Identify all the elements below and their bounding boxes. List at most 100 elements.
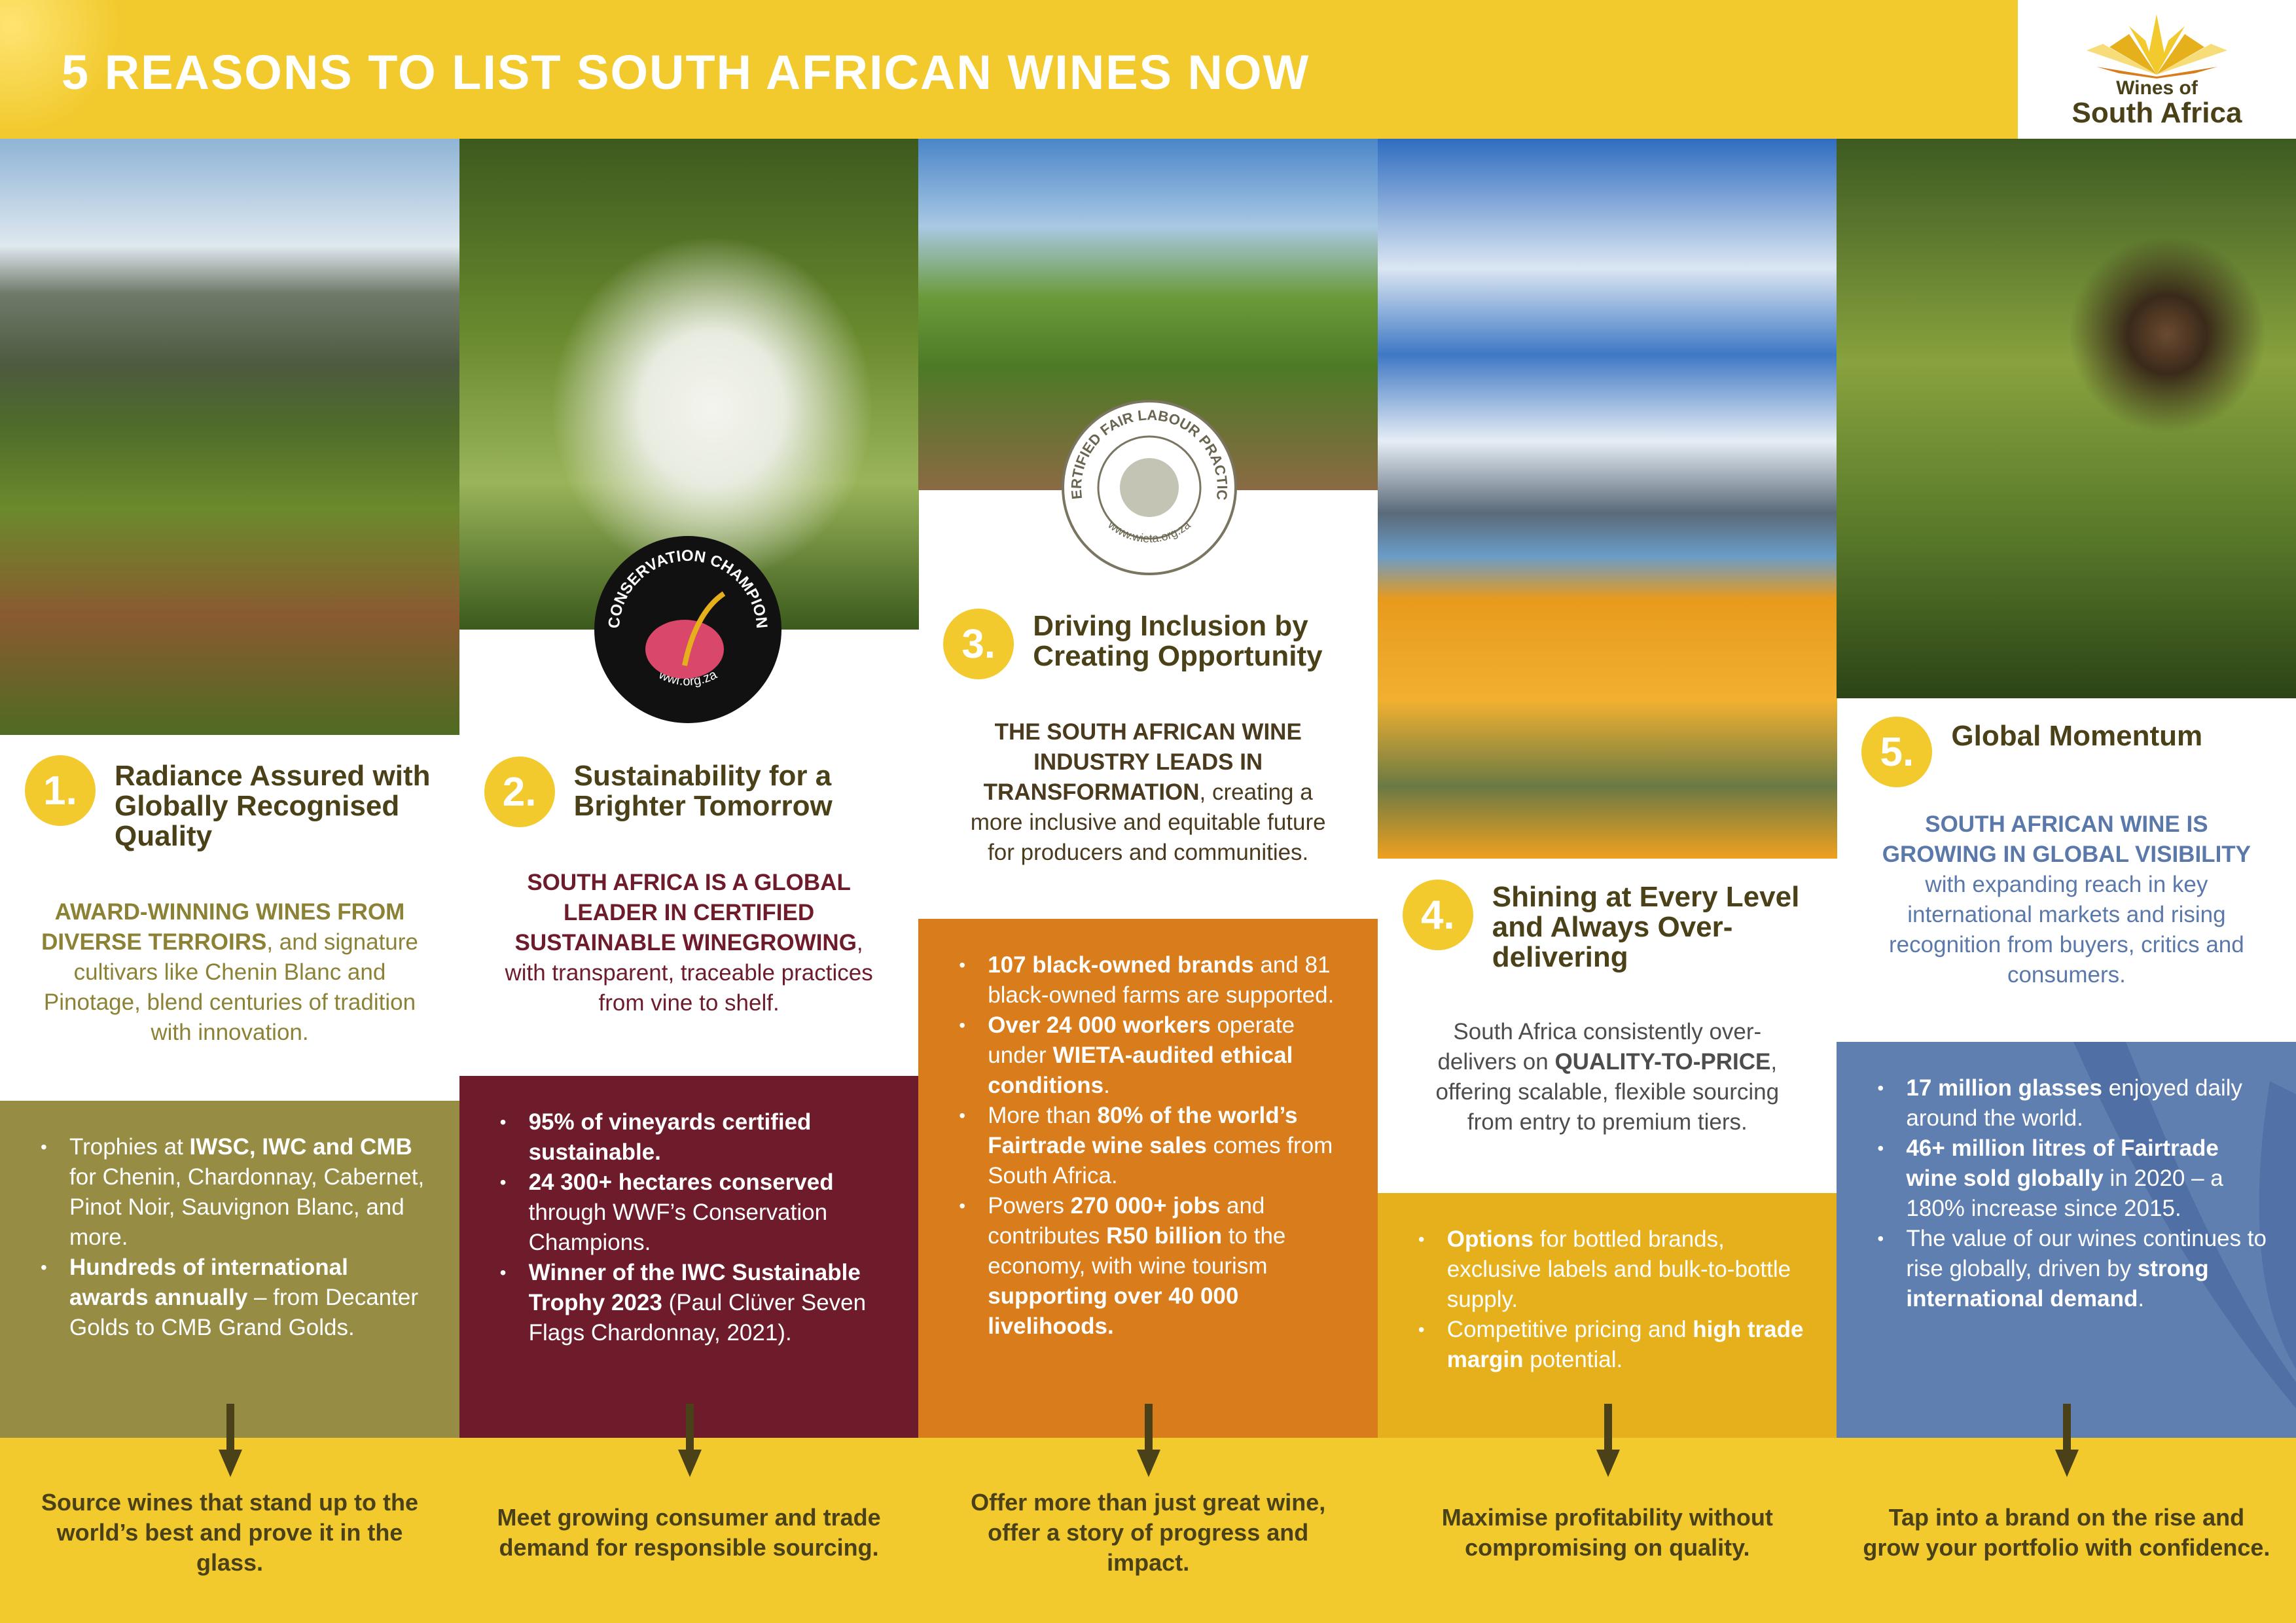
fact-segment: Competitive pricing and [1446,1317,1693,1342]
facts-list: 17 million glasses enjoyed daily around … [1877,1073,2270,1314]
logo-line-2: South Africa [2072,97,2242,129]
fact-item: 95% of vineyards certified sustainable. [500,1107,893,1168]
lead-segment: with expanding reach in key internationa… [1889,872,2244,988]
fact-segment: for Chenin, Chardonnay, Cabernet, Pinot … [69,1164,425,1250]
fact-segment: through WWF’s Conservation Champions. [528,1200,828,1255]
reason-lead-text: South Africa consistently over-delivers … [1417,1017,1798,1137]
arrow-down-icon [677,1404,702,1477]
reason-cta-text: Tap into a brand on the rise and grow yo… [1863,1504,2270,1561]
fact-segment: . [1103,1073,1110,1098]
fact-item: Competitive pricing and high trade margi… [1418,1315,1811,1375]
lead-segment: THE SOUTH AFRICAN WINE INDUSTRY LEADS IN… [983,719,1302,805]
facts-list: Options for bottled brands, exclusive la… [1418,1224,1811,1375]
reason-number-badge: 2. [484,757,555,827]
fact-segment: 46+ million litres of Fairtrade wine sol… [1906,1135,2219,1191]
fact-segment: – from Decanter Golds to CMB Grand Golds… [69,1285,418,1340]
fact-segment: Options [1446,1226,1534,1252]
fact-item: Trophies at IWSC, IWC and CMB for Chenin… [41,1132,433,1253]
fact-segment: Powers [988,1193,1071,1219]
conservation-champion-badge: CONSERVATION CHAMPION wwf.org.za [593,535,783,724]
fact-item: Hundreds of international awards annuall… [41,1253,433,1343]
fact-item: 46+ million litres of Fairtrade wine sol… [1877,1133,2270,1224]
reason-photo [1377,139,1837,859]
reason-heading: Shining at Every Level and Always Over-d… [1492,881,1800,973]
fact-segment: . [2138,1286,2145,1311]
logo-line-1: Wines of [2116,77,2198,99]
arrow-down-icon [219,1404,242,1477]
lead-segment: , with transparent, traceable practices … [505,930,873,1016]
facts-list: 107 black-owned brands and 81 black-owne… [959,950,1352,1342]
reason-cta-band: Meet growing consumer and trade demand f… [459,1438,919,1623]
fact-item: 24 300+ hectares conserved through WWF’s… [500,1168,893,1258]
lead-segment: QUALITY-TO-PRICE [1554,1049,1771,1075]
reason-lead-text: SOUTH AFRICAN WINE IS GROWING IN GLOBAL … [1876,810,2257,990]
fact-segment: 270 000+ jobs [1070,1193,1221,1219]
fact-segment: 95% of vineyards certified sustainable. [528,1109,812,1165]
fact-segment: 24 300+ hectares conserved [528,1169,834,1195]
fact-segment: operate under [988,1012,1295,1068]
reason-lead-text: AWARD-WINNING WINES FROM DIVERSE TERROIR… [39,897,420,1048]
fact-item: More than 80% of the world’s Fairtrade w… [959,1101,1352,1191]
fact-segment: Trophies at [69,1134,190,1160]
wieta-fair-labour-badge: CERTIFIED FAIR LABOUR PRACTICEwww.wieta.… [1056,386,1238,576]
fact-segment: potential. [1523,1347,1623,1372]
fact-segment: enjoyed daily around the world. [1906,1075,2243,1131]
fact-segment: comes from South Africa. [988,1133,1333,1188]
lead-segment: South Africa consistently over-delivers … [1437,1019,1762,1075]
fact-segment: supporting over 40 000 livelihoods. [988,1283,1239,1339]
fact-segment: (Paul Clüver Seven Flags Chardonnay, 202… [528,1290,867,1346]
reason-lead-text: SOUTH AFRICA IS A GLOBAL LEADER IN CERTI… [499,868,880,1018]
lead-segment: , and signature cultivars like Chenin Bl… [43,929,418,1045]
fact-segment: Over 24 000 workers [988,1012,1211,1038]
lead-segment: SOUTH AFRICAN WINE IS GROWING IN GLOBAL … [1882,812,2251,867]
reason-photo [1837,139,2296,698]
sun-burst-decoration [0,0,131,139]
reason-cta-band: Tap into a brand on the rise and grow yo… [1837,1438,2296,1623]
reason-cta-text: Meet growing consumer and trade demand f… [497,1504,881,1561]
reason-number-badge: 5. [1861,717,1933,787]
fact-segment: The value of our wines continues to rise… [1906,1226,2267,1281]
page-title: 5 REASONS TO LIST SOUTH AFRICAN WINES NO… [62,45,1310,99]
reason-column-1: 1. Radiance Assured with Globally Recogni… [0,139,459,1623]
fact-segment: Hundreds of international awards annuall… [69,1255,348,1310]
fact-segment: for bottled brands, exclusive labels and… [1446,1226,1791,1312]
reason-lead-text: THE SOUTH AFRICAN WINE INDUSTRY LEADS IN… [958,717,1338,868]
reason-number-badge: 1. [25,755,96,826]
fact-segment: More than [988,1103,1098,1128]
reason-heading: Driving Inclusion by Creating Opportunit… [1033,610,1323,672]
fact-segment: Winner of the IWC Sustainable Trophy 202… [528,1260,861,1315]
reason-column-2: 2. Sustainability for a Brighter Tomorrow… [459,139,919,1623]
reason-facts-box: Options for bottled brands, exclusive la… [1377,1193,1837,1438]
reason-number-badge: 4. [1402,880,1473,950]
facts-list: 95% of vineyards certified sustainable.2… [500,1107,893,1348]
reason-facts-box: 107 black-owned brands and 81 black-owne… [918,919,1378,1438]
protea-logo-icon [2087,14,2227,79]
wines-of-south-africa-logo: Wines of South Africa [2018,0,2296,139]
fact-segment: 107 black-owned brands [988,952,1254,978]
fact-segment: 17 million glasses [1906,1075,2102,1101]
fact-item: 17 million glasses enjoyed daily around … [1877,1073,2270,1133]
fact-item: Powers 270 000+ jobs and contributes R50… [959,1191,1352,1342]
reason-cta-text: Maximise profitability without compromis… [1441,1504,1773,1561]
reason-facts-box: Trophies at IWSC, IWC and CMB for Chenin… [0,1101,459,1438]
reason-column-5: 5. Global Momentum SOUTH AFRICAN WINE IS G… [1837,139,2296,1623]
fact-item: Winner of the IWC Sustainable Trophy 202… [500,1258,893,1348]
fact-segment: in 2020 – a 180% increase since 2015. [1906,1166,2223,1221]
lead-segment: , offering scalable, flexible sourcing f… [1435,1049,1780,1135]
reason-number-badge: 3. [943,609,1014,679]
fact-segment: strong international demand [1906,1256,2209,1311]
fact-segment: WIETA-audited ethical conditions [988,1043,1293,1098]
reason-facts-box: 17 million glasses enjoyed daily around … [1837,1042,2296,1438]
header-banner: 5 REASONS TO LIST SOUTH AFRICAN WINES NO… [0,0,2018,139]
arrow-down-icon [1137,1404,1161,1477]
lead-segment: SOUTH AFRICA IS A GLOBAL LEADER IN CERTI… [514,870,857,955]
fact-segment: 80% of the world’s Fairtrade wine sales [988,1103,1298,1158]
reason-heading: Global Momentum [1951,720,2203,752]
reason-facts-box: 95% of vineyards certified sustainable.2… [459,1076,919,1438]
reason-cta-text: Source wines that stand up to the world’… [41,1489,419,1576]
fact-segment: IWSC, IWC and CMB [189,1134,412,1160]
arrow-down-icon [2055,1404,2079,1477]
reason-heading: Radiance Assured with Globally Recognise… [115,760,431,852]
facts-list: Trophies at IWSC, IWC and CMB for Chenin… [41,1132,433,1343]
reason-column-4: 4. Shining at Every Level and Always Over… [1377,139,1837,1623]
